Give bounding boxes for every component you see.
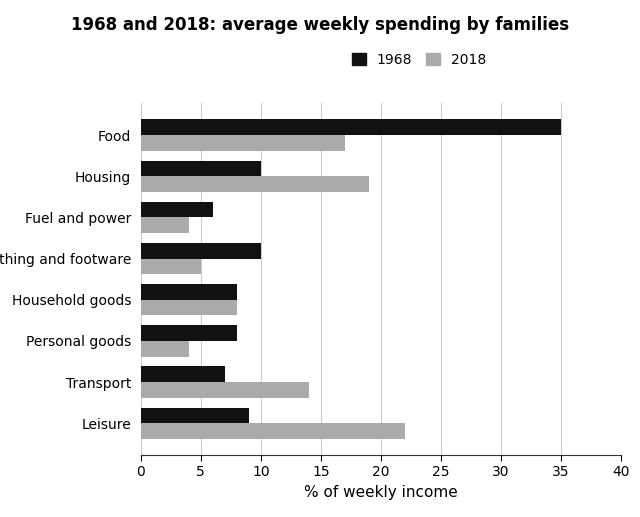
Bar — [141, 423, 405, 439]
Bar — [141, 258, 201, 274]
Bar — [141, 161, 261, 176]
Bar — [141, 367, 225, 382]
Bar — [141, 325, 237, 341]
Bar — [141, 135, 345, 150]
Bar — [141, 202, 212, 218]
Bar — [141, 341, 189, 357]
Bar — [141, 176, 369, 192]
Bar — [141, 408, 249, 423]
X-axis label: % of weekly income: % of weekly income — [304, 485, 458, 500]
Bar — [141, 382, 309, 398]
Text: 1968 and 2018: average weekly spending by families: 1968 and 2018: average weekly spending b… — [71, 16, 569, 34]
Legend: 1968, 2018: 1968, 2018 — [346, 47, 492, 72]
Bar — [141, 243, 261, 258]
Bar — [141, 218, 189, 233]
Bar — [141, 300, 237, 315]
Bar — [141, 119, 561, 135]
Bar — [141, 284, 237, 300]
